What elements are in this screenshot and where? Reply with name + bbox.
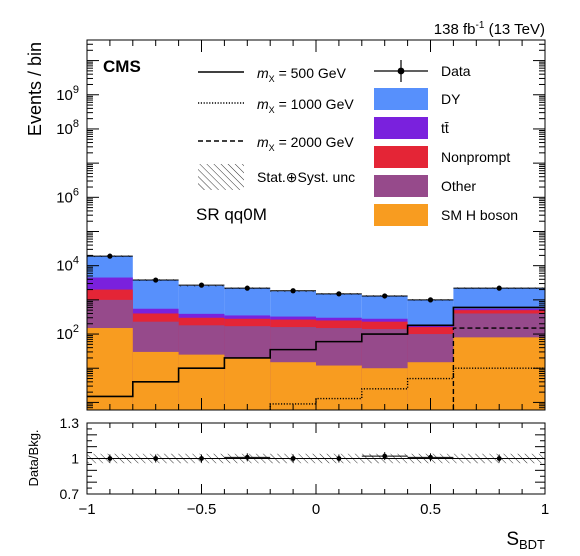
ratio-point-3: [224, 453, 271, 462]
cms-label: CMS: [103, 57, 141, 76]
legend-unc-swatch: [198, 164, 244, 190]
legend-sig2000-label: mX = 2000 GeV: [257, 134, 354, 153]
legend-sig1000-label: mX = 1000 GeV: [257, 96, 354, 115]
signal-line-0: [87, 306, 545, 398]
x-tick-label-0: −1: [78, 501, 95, 518]
legend-data-marker: [374, 60, 428, 82]
bar-smh-bin-1: [132, 351, 179, 410]
data-point-8: [453, 285, 545, 291]
ratio-tick-label-1: 1: [71, 451, 79, 467]
legend-unc-label: Stat.⊕Syst. unc: [257, 169, 355, 185]
legend-nonprompt-label: Nonprompt: [441, 149, 510, 165]
data-point-0: [87, 253, 133, 259]
bar-smh-bin-3: [224, 357, 271, 410]
legend-dy-label: DY: [441, 91, 461, 107]
legend: mX = 500 GeV mX = 1000 GeV mX = 2000 GeV…: [198, 60, 518, 226]
lumi-label: 138 fb-1 (13 TeV): [434, 20, 545, 38]
legend-ttbar-swatch: [374, 117, 428, 139]
y-tick-label-3: 108: [56, 118, 79, 138]
ratio-point-2: [178, 454, 225, 463]
bar-smh-bin-8: [453, 337, 545, 410]
y-tick-label-2: 106: [56, 186, 79, 206]
ratio-y-label: Data/Bkg.: [26, 429, 41, 486]
legend-ttbar-label: tt̄: [441, 120, 449, 136]
bar-smh-bin-5: [316, 365, 362, 410]
signal-lines: [87, 306, 545, 410]
ratio-point-4: [270, 454, 316, 463]
x-axis-label: SBDT: [506, 529, 545, 552]
data-point-4: [270, 288, 316, 294]
legend-other-label: Other: [441, 178, 476, 194]
data-point-3: [224, 285, 271, 291]
signal-line-2: [452, 327, 545, 410]
x-tick-label-1: −0.5: [187, 501, 217, 518]
data-point-6: [361, 293, 408, 299]
legend-dy-swatch: [374, 88, 428, 110]
legend-smh-label: SM H boson: [441, 207, 518, 223]
ratio-axis: 0.7 1 1.3 −1 −0.5 0 0.5 1: [60, 415, 550, 518]
ratio-point-5: [316, 454, 362, 463]
legend-nonprompt-swatch: [374, 146, 428, 168]
data-points: [87, 253, 545, 303]
x-tick-label-2: 0: [312, 501, 320, 518]
ratio-point-1: [132, 454, 179, 463]
legend-data-label: Data: [441, 63, 471, 79]
region-label: SR qq0M: [196, 205, 267, 224]
data-point-2: [178, 282, 225, 288]
ratio-tick-label-0: 0.7: [60, 486, 80, 502]
legend-sig500-label: mX = 500 GeV: [257, 65, 347, 84]
data-point-1: [132, 277, 179, 283]
y-tick-label-4: 109: [56, 84, 79, 104]
y-axis-label: Events / bin: [25, 42, 45, 136]
y-tick-label-0: 102: [56, 323, 79, 343]
main-axis: 102 104 106 108 109: [56, 39, 546, 411]
bar-smh-bin-4: [270, 362, 316, 410]
data-point-7: [407, 297, 454, 303]
bar-smh-bin-0: [87, 328, 133, 410]
ratio-point-7: [407, 453, 454, 462]
x-tick-label-4: 1: [541, 501, 549, 518]
ratio-point-8: [453, 454, 545, 463]
x-tick-label-3: 0.5: [420, 501, 441, 518]
data-point-5: [316, 291, 362, 297]
ratio-tick-label-2: 1.3: [60, 415, 80, 431]
signal-line-1: [269, 367, 545, 410]
legend-smh-swatch: [374, 204, 428, 226]
legend-other-swatch: [374, 175, 428, 197]
ratio-point-6: [361, 452, 408, 461]
ratio-content: [87, 452, 545, 464]
y-tick-label-1: 104: [56, 255, 79, 275]
